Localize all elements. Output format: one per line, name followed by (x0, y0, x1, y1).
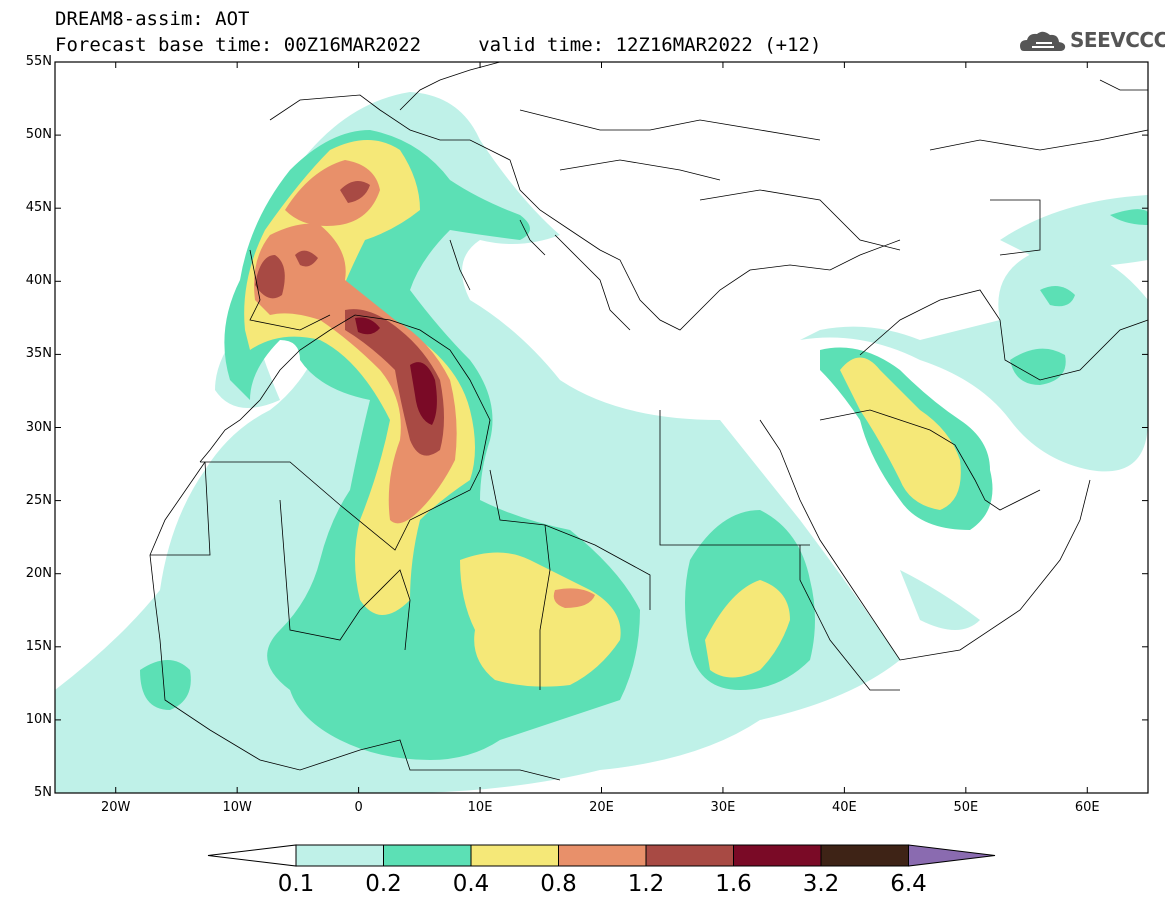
colorbar-cell (295, 844, 384, 867)
aot-map (54, 61, 1149, 794)
aot-level-0.8 (254, 160, 595, 608)
aot-level-1.6 (355, 317, 437, 425)
lat-label: 10N (25, 711, 52, 727)
colorbar-label: 1.2 (627, 871, 665, 897)
aot-contours (55, 92, 1148, 793)
coastlines (149, 62, 1148, 781)
lon-label: 40E (831, 800, 857, 815)
colorbar-cell (733, 844, 822, 867)
lat-label: 35N (25, 346, 52, 362)
logo-text: SEEVCCC (1070, 28, 1165, 52)
lat-label: 25N (25, 492, 52, 508)
lon-label: 20E (589, 800, 614, 815)
colorbar-cell (383, 844, 472, 867)
colorbar-label: 0.2 (365, 871, 402, 897)
lon-label: 50E (953, 800, 979, 815)
lon-label: 30E (710, 800, 736, 815)
lon-label: 20W (101, 800, 131, 815)
lat-label: 30N (25, 419, 52, 435)
lat-label: 20N (25, 565, 52, 581)
colorbar-label: 3.2 (802, 871, 840, 897)
lat-label: 40N (25, 273, 52, 289)
lat-label: 50N (25, 127, 52, 143)
lon-label: 60E (1074, 800, 1100, 815)
lat-label: 55N (25, 54, 52, 69)
colorbar-cell (470, 844, 559, 867)
aot-level-1.2 (255, 181, 444, 456)
colorbar-cell (558, 844, 647, 867)
colorbar-cell (645, 844, 734, 867)
colorbar-cell (820, 844, 909, 867)
colorbar-label: 0.1 (277, 871, 315, 897)
cloud-icon (1020, 31, 1066, 51)
lon-label: 10W (222, 800, 252, 815)
lon-label: 10E (467, 800, 493, 815)
lat-label: 5N (34, 785, 52, 800)
colorbar-label: 1.6 (715, 871, 752, 897)
axis-ticks (55, 61, 1148, 794)
colorbar-label: 0.8 (540, 871, 577, 897)
lon-label: 0 (354, 800, 363, 815)
lat-label: 45N (25, 200, 52, 216)
title-times: Forecast base time: 00Z16MAR2022 valid t… (55, 34, 822, 56)
colorbar-low-arrow (207, 844, 297, 867)
colorbar-label: 0.4 (452, 871, 490, 897)
colorbar-high-arrow (908, 844, 996, 867)
colorbar-label: 6.4 (890, 871, 927, 897)
lat-label: 15N (25, 638, 52, 654)
title-variable: DREAM8-assim: AOT (55, 8, 250, 30)
